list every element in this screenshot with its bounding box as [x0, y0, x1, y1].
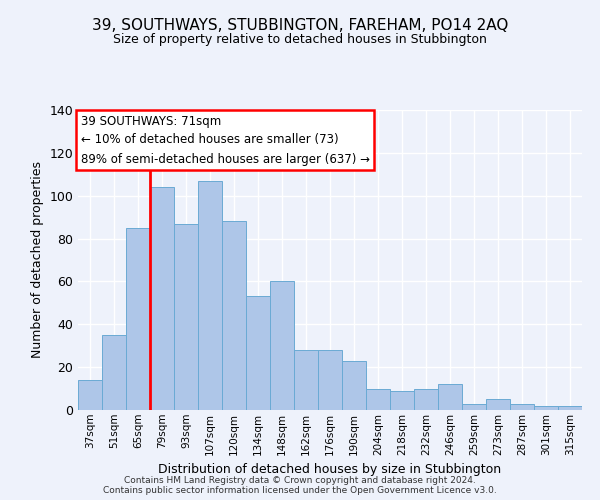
Bar: [534, 406, 558, 410]
Bar: [438, 384, 462, 410]
Bar: [486, 400, 510, 410]
Bar: [102, 335, 126, 410]
Text: Size of property relative to detached houses in Stubbington: Size of property relative to detached ho…: [113, 32, 487, 46]
Bar: [246, 296, 270, 410]
Bar: [342, 360, 366, 410]
Bar: [462, 404, 486, 410]
Text: Contains HM Land Registry data © Crown copyright and database right 2024.
Contai: Contains HM Land Registry data © Crown c…: [103, 476, 497, 495]
Bar: [222, 222, 246, 410]
Bar: [294, 350, 318, 410]
Bar: [414, 388, 438, 410]
Bar: [558, 406, 582, 410]
Bar: [390, 390, 414, 410]
Bar: [318, 350, 342, 410]
Text: 39, SOUTHWAYS, STUBBINGTON, FAREHAM, PO14 2AQ: 39, SOUTHWAYS, STUBBINGTON, FAREHAM, PO1…: [92, 18, 508, 32]
Bar: [510, 404, 534, 410]
Bar: [198, 180, 222, 410]
Text: 39 SOUTHWAYS: 71sqm
← 10% of detached houses are smaller (73)
89% of semi-detach: 39 SOUTHWAYS: 71sqm ← 10% of detached ho…: [80, 114, 370, 166]
Bar: [150, 187, 174, 410]
Y-axis label: Number of detached properties: Number of detached properties: [31, 162, 44, 358]
Bar: [270, 282, 294, 410]
Bar: [78, 380, 102, 410]
X-axis label: Distribution of detached houses by size in Stubbington: Distribution of detached houses by size …: [158, 463, 502, 476]
Bar: [126, 228, 150, 410]
Bar: [366, 388, 390, 410]
Bar: [174, 224, 198, 410]
